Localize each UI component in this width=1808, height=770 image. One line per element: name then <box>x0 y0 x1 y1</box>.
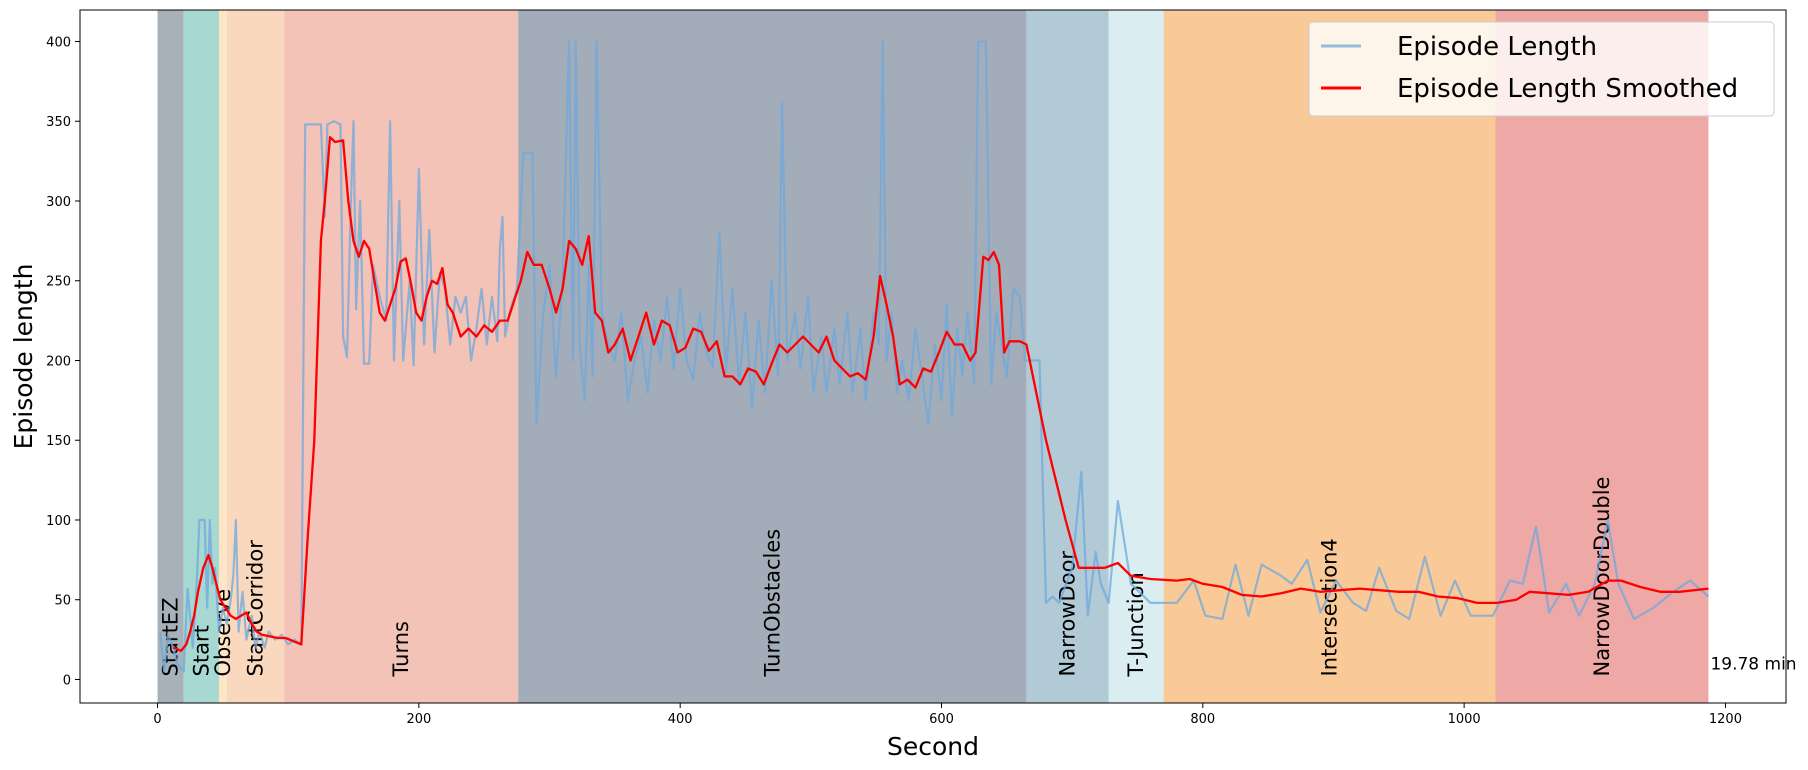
region-label: TurnObstacles <box>760 529 784 678</box>
region <box>1026 10 1109 703</box>
y-axis-label: Episode length <box>9 264 38 450</box>
region-label: Intersection4 <box>1318 538 1342 676</box>
y-tick-label: 200 <box>46 354 71 369</box>
y-tick-label: 300 <box>46 195 71 210</box>
region-label: NarrowDoor <box>1056 551 1080 677</box>
region <box>157 10 184 703</box>
y-tick-label: 400 <box>46 36 71 51</box>
series-line <box>159 40 1710 673</box>
x-tick-label: 600 <box>929 712 954 727</box>
series-line <box>172 136 1709 652</box>
legend-label: Episode Length <box>1397 32 1597 62</box>
region <box>1495 10 1709 703</box>
x-tick-label: 400 <box>668 712 693 727</box>
legend: Episode Length Episode Length Smoothed <box>1308 21 1775 117</box>
x-tick-label: 200 <box>406 712 431 727</box>
y-tick-label: 100 <box>46 514 71 529</box>
x-axis-label: Second <box>887 732 979 761</box>
region-label: StartCorridor <box>244 540 268 677</box>
y-tick-label: 250 <box>46 275 71 290</box>
region <box>218 10 227 703</box>
region <box>183 10 219 703</box>
region-label: Turns <box>389 621 413 677</box>
region <box>284 10 519 703</box>
legend-box <box>1308 21 1775 117</box>
region-label: NarrowDoorDouble <box>1590 477 1614 677</box>
x-tick-label: 800 <box>1190 712 1215 727</box>
plot-frame <box>79 9 1787 704</box>
y-tick-label: 0 <box>63 673 71 688</box>
region <box>226 10 285 703</box>
y-tick-label: 50 <box>54 594 71 609</box>
region <box>518 10 1027 703</box>
y-tick-label: 350 <box>46 115 71 130</box>
y-tick-label: 150 <box>46 434 71 449</box>
annotation: 19.78 min <box>1710 654 1796 674</box>
x-tick-label: 1200 <box>1709 712 1742 727</box>
x-tick-label: 0 <box>153 712 161 727</box>
x-tick-label: 1000 <box>1448 712 1481 727</box>
legend-label: Episode Length Smoothed <box>1397 74 1738 104</box>
